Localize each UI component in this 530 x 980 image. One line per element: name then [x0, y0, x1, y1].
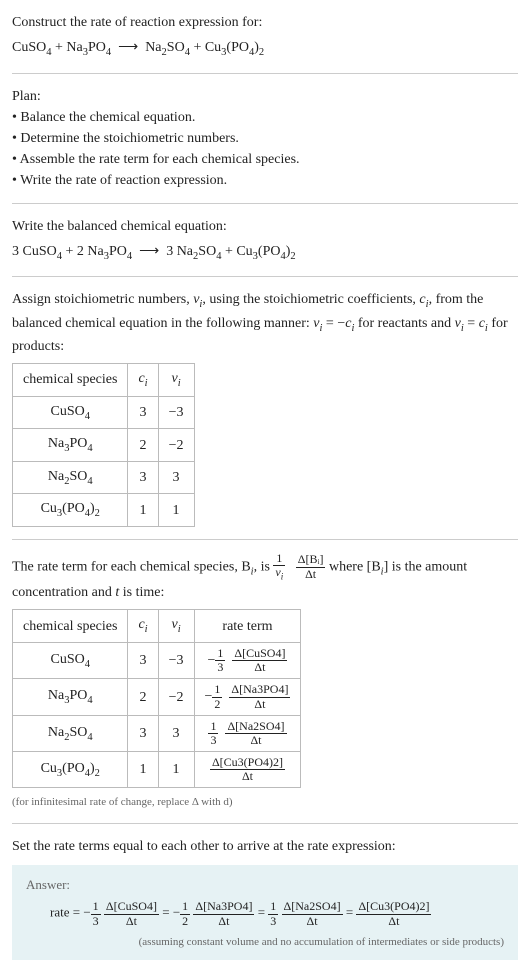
cell-nui: 1	[158, 752, 194, 788]
infinitesimal-note: (for infinitesimal rate of change, repla…	[12, 794, 518, 811]
cell-species: CuSO4	[13, 642, 128, 678]
cell-ci: 1	[128, 752, 158, 788]
divider	[12, 823, 518, 824]
col-rate-term: rate term	[194, 610, 301, 643]
divider	[12, 73, 518, 74]
cell-ci: 2	[128, 429, 158, 462]
col-nui: νi	[158, 610, 194, 643]
cell-ci: 3	[128, 396, 158, 429]
rate-term-table: chemical species ci νi rate term CuSO4 3…	[12, 609, 301, 788]
cell-nui: −2	[158, 429, 194, 462]
cell-ci: 3	[128, 715, 158, 751]
col-ci: ci	[128, 364, 158, 397]
answer-box: Answer: rate = −13 Δ[CuSO4]Δt = −12 Δ[Na…	[12, 865, 518, 960]
divider	[12, 539, 518, 540]
cell-species: Cu3(PO4)2	[13, 752, 128, 788]
frac-1-over-nui: 1νi	[273, 552, 285, 582]
plan-item: • Assemble the rate term for each chemic…	[12, 149, 518, 170]
table-row: Cu3(PO4)2 1 1 Δ[Cu3(PO4)2]Δt	[13, 752, 301, 788]
plan-item: • Balance the chemical equation.	[12, 107, 518, 128]
cell-nui: −3	[158, 642, 194, 678]
cell-nui: 3	[158, 461, 194, 494]
table-header-row: chemical species ci νi	[13, 364, 195, 397]
balanced-label: Write the balanced chemical equation:	[12, 216, 518, 237]
col-species: chemical species	[13, 610, 128, 643]
cell-nui: 3	[158, 715, 194, 751]
final-paragraph: Set the rate terms equal to each other t…	[12, 836, 518, 857]
answer-label: Answer:	[26, 875, 504, 895]
cell-species: Na2SO4	[13, 715, 128, 751]
cell-ci: 3	[128, 642, 158, 678]
table-row: Na2SO4 3 3 13 Δ[Na2SO4]Δt	[13, 715, 301, 751]
answer-footnote: (assuming constant volume and no accumul…	[26, 934, 504, 951]
col-nui: νi	[158, 364, 194, 397]
cell-rate-term: −12 Δ[Na3PO4]Δt	[194, 679, 301, 715]
table-row: Na3PO4 2 −2 −12 Δ[Na3PO4]Δt	[13, 679, 301, 715]
plan-item: • Write the rate of reaction expression.	[12, 170, 518, 191]
cell-ci: 3	[128, 461, 158, 494]
cell-species: CuSO4	[13, 396, 128, 429]
cell-species: Na3PO4	[13, 429, 128, 462]
table-row: Na3PO42−2	[13, 429, 195, 462]
cell-ci: 1	[128, 494, 158, 527]
answer-equation: rate = −13 Δ[CuSO4]Δt = −12 Δ[Na3PO4]Δt …	[50, 900, 504, 927]
balanced-equation: 3 CuSO4 + 2 Na3PO4 ⟶ 3 Na2SO4 + Cu3(PO4)…	[12, 241, 518, 265]
stoich-paragraph: Assign stoichiometric numbers, νi, using…	[12, 289, 518, 357]
plan-label: Plan:	[12, 86, 518, 107]
stoich-table: chemical species ci νi CuSO43−3 Na3PO42−…	[12, 363, 195, 527]
divider	[12, 276, 518, 277]
cell-species: Na2SO4	[13, 461, 128, 494]
plan-item: • Determine the stoichiometric numbers.	[12, 128, 518, 149]
col-ci: ci	[128, 610, 158, 643]
cell-species: Na3PO4	[13, 679, 128, 715]
cell-rate-term: Δ[Cu3(PO4)2]Δt	[194, 752, 301, 788]
rate-term-paragraph: The rate term for each chemical species,…	[12, 552, 518, 603]
cell-rate-term: 13 Δ[Na2SO4]Δt	[194, 715, 301, 751]
table-row: Na2SO433	[13, 461, 195, 494]
plan-list: • Balance the chemical equation. • Deter…	[12, 107, 518, 191]
table-row: CuSO4 3 −3 −13 Δ[CuSO4]Δt	[13, 642, 301, 678]
col-species: chemical species	[13, 364, 128, 397]
table-row: CuSO43−3	[13, 396, 195, 429]
cell-rate-term: −13 Δ[CuSO4]Δt	[194, 642, 301, 678]
cell-ci: 2	[128, 679, 158, 715]
cell-nui: 1	[158, 494, 194, 527]
table-row: Cu3(PO4)211	[13, 494, 195, 527]
divider	[12, 203, 518, 204]
table-header-row: chemical species ci νi rate term	[13, 610, 301, 643]
unbalanced-equation: CuSO4 + Na3PO4 ⟶ Na2SO4 + Cu3(PO4)2	[12, 37, 518, 61]
cell-nui: −3	[158, 396, 194, 429]
prompt-text: Construct the rate of reaction expressio…	[12, 12, 518, 33]
cell-nui: −2	[158, 679, 194, 715]
frac-dBi-dt: Δ[Bᵢ]Δt	[296, 553, 326, 580]
cell-species: Cu3(PO4)2	[13, 494, 128, 527]
